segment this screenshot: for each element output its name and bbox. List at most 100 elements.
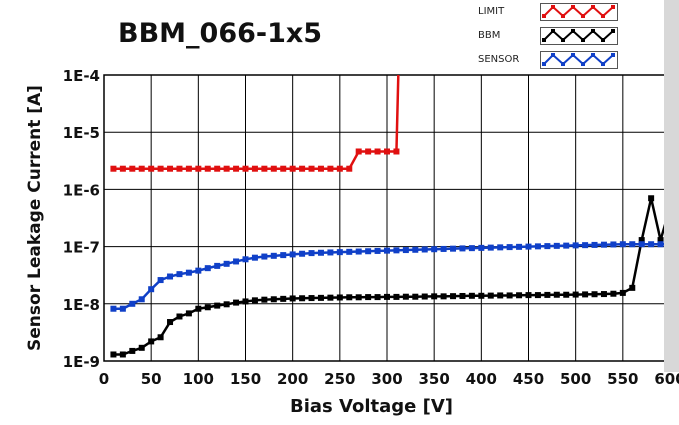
data-point-limit (393, 148, 400, 155)
data-point-bbm (233, 299, 240, 306)
data-point-sensor (468, 245, 475, 252)
data-point-limit (129, 165, 136, 172)
data-point-bbm (110, 351, 117, 358)
data-point-bbm (610, 290, 617, 297)
data-point-sensor (553, 242, 560, 249)
data-point-bbm (440, 293, 447, 300)
data-point-sensor (327, 249, 334, 256)
data-point-bbm (251, 297, 258, 304)
data-point-bbm (619, 289, 626, 296)
data-point-sensor (299, 250, 306, 257)
data-point-sensor (431, 246, 438, 253)
data-point-sensor (497, 244, 504, 251)
data-point-limit (317, 165, 324, 172)
data-point-bbm (374, 294, 381, 301)
data-point-sensor (629, 241, 636, 248)
data-point-sensor (148, 286, 155, 293)
data-point-bbm (176, 313, 183, 320)
data-point-bbm (516, 292, 523, 299)
data-point-sensor (525, 243, 532, 250)
data-point-limit (289, 165, 296, 172)
data-point-bbm (119, 351, 126, 358)
data-point-limit (327, 165, 334, 172)
data-point-sensor (657, 241, 664, 248)
series-sensor (110, 241, 673, 312)
data-point-bbm (591, 291, 598, 298)
data-point-limit (346, 165, 353, 172)
data-point-limit (270, 165, 277, 172)
data-point-sensor (572, 242, 579, 249)
data-point-bbm (629, 284, 636, 291)
data-point-sensor (185, 269, 192, 276)
data-point-sensor (233, 258, 240, 265)
x-tick-label: 350 (419, 370, 450, 388)
data-point-sensor (129, 300, 136, 307)
data-point-bbm (402, 293, 409, 300)
x-tick-label: 150 (230, 370, 261, 388)
data-point-sensor (582, 242, 589, 249)
data-point-limit (157, 165, 164, 172)
data-point-limit (242, 165, 249, 172)
y-tick-label: 1E-6 (63, 181, 100, 199)
data-point-sensor (440, 245, 447, 252)
data-point-bbm (497, 292, 504, 299)
data-point-sensor (336, 249, 343, 256)
x-tick-label: 0 (99, 370, 109, 388)
data-point-bbm (487, 292, 494, 299)
data-point-bbm (204, 304, 211, 311)
data-point-bbm (431, 293, 438, 300)
y-tick-label: 1E-4 (63, 67, 100, 85)
legend-label-limit: LIMIT (478, 6, 505, 17)
data-point-bbm (365, 294, 372, 301)
scroll-bar[interactable] (664, 0, 679, 372)
data-point-bbm (355, 294, 362, 301)
data-point-sensor (619, 241, 626, 248)
data-point-bbm (459, 292, 466, 299)
data-point-limit (185, 165, 192, 172)
legend-swatch-sensor[interactable] (540, 51, 618, 69)
data-point-limit (251, 165, 258, 172)
data-point-sensor (214, 262, 221, 269)
data-point-bbm (421, 293, 428, 300)
legend-swatch-bbm[interactable] (540, 27, 618, 45)
data-point-sensor (506, 244, 513, 251)
x-tick-label: 250 (324, 370, 355, 388)
legend-label-bbm: BBM (478, 30, 501, 41)
legend-item-bbm: BBM (468, 25, 662, 47)
data-point-sensor (317, 249, 324, 256)
legend-swatch-limit[interactable] (540, 3, 618, 21)
data-point-bbm (214, 302, 221, 309)
data-point-bbm (280, 295, 287, 302)
data-point-limit (195, 165, 202, 172)
series-group (110, 74, 673, 358)
data-point-bbm (525, 292, 532, 299)
data-point-bbm (563, 291, 570, 298)
y-tick-label: 1E-9 (63, 353, 100, 371)
data-point-sensor (450, 245, 457, 252)
data-point-limit (374, 148, 381, 155)
data-point-bbm (317, 294, 324, 301)
legend-swatch-bbm-icon (542, 29, 615, 42)
y-tick-label: 1E-7 (63, 239, 100, 257)
x-tick-label: 400 (466, 370, 497, 388)
data-point-sensor (195, 267, 202, 274)
data-point-limit (223, 165, 230, 172)
legend: LIMIT BBM SENSOR (468, 0, 662, 72)
x-tick-label: 450 (513, 370, 544, 388)
legend-item-limit: LIMIT (468, 1, 662, 23)
data-point-sensor (251, 254, 258, 261)
data-point-sensor (384, 247, 390, 254)
data-point-limit (214, 165, 221, 172)
data-point-bbm (167, 319, 174, 326)
tick-labels: 0 50 100 150 200 250 300 350 400 450 500 550 600 1E-9… (63, 67, 679, 388)
data-point-bbm (157, 334, 164, 341)
data-point-bbm (600, 291, 607, 298)
data-point-bbm (346, 294, 353, 301)
data-point-bbm (129, 347, 136, 354)
data-point-sensor (110, 305, 117, 312)
data-point-sensor (516, 243, 523, 250)
data-point-sensor (289, 251, 296, 258)
data-point-limit (299, 165, 306, 172)
data-point-limit (176, 165, 183, 172)
